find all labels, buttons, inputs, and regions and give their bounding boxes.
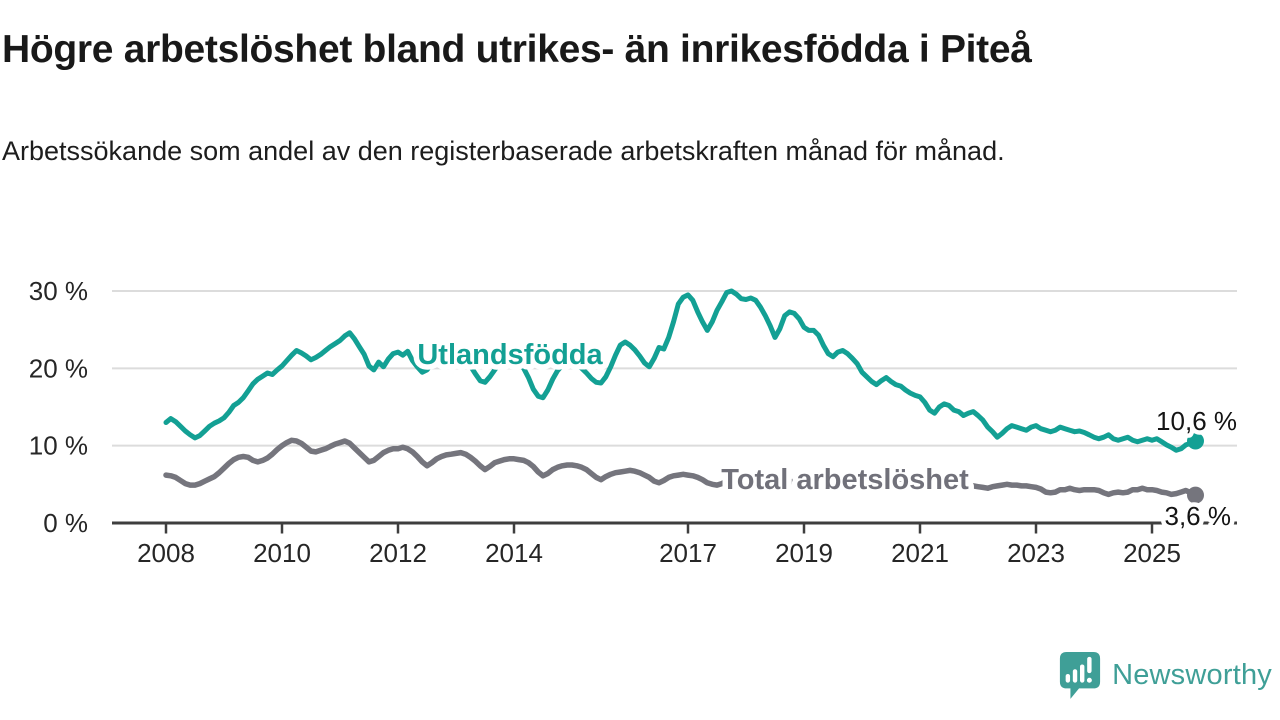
y-axis-label-20: 20 %	[29, 353, 88, 383]
chart-title: Högre arbetslöshet bland utrikes- än inr…	[2, 28, 1032, 71]
newsworthy-logo-icon	[1059, 652, 1101, 699]
series-label-total: Total arbetslöshet	[721, 464, 969, 496]
end-dot-utlandsfodda	[1187, 432, 1204, 450]
end-dot-total	[1187, 486, 1204, 504]
x-axis-label-2010: 2010	[253, 538, 311, 568]
x-axis-label-2017: 2017	[659, 538, 717, 568]
x-axis-label-2012: 2012	[369, 538, 427, 568]
newsworthy-brand-name: Newsworthy	[1112, 658, 1272, 691]
x-axis-label-2019: 2019	[775, 538, 833, 568]
series-line-total	[163, 437, 1199, 498]
x-axis-label-2014: 2014	[485, 538, 543, 568]
y-axis-label-10: 10 %	[29, 431, 88, 461]
end-value-label-total: 3,6 %	[1165, 501, 1232, 531]
y-axis-label-0: 0 %	[43, 508, 88, 538]
series-label-utlandsfodda: Utlandsfödda	[417, 339, 603, 371]
end-value-label-utlandsfodda: 10,6 %	[1156, 406, 1237, 436]
chart-subtitle: Arbetssökande som andel av den registerb…	[2, 136, 1005, 166]
series-line-utlandsfodda	[163, 288, 1198, 453]
x-axis-label-2025: 2025	[1123, 538, 1181, 568]
x-axis-label-2008: 2008	[137, 538, 195, 568]
x-axis-label-2023: 2023	[1007, 538, 1065, 568]
y-axis-label-30: 30 %	[29, 276, 88, 306]
newsworthy-logo: Newsworthy	[1058, 650, 1272, 700]
x-axis-label-2021: 2021	[891, 538, 949, 568]
